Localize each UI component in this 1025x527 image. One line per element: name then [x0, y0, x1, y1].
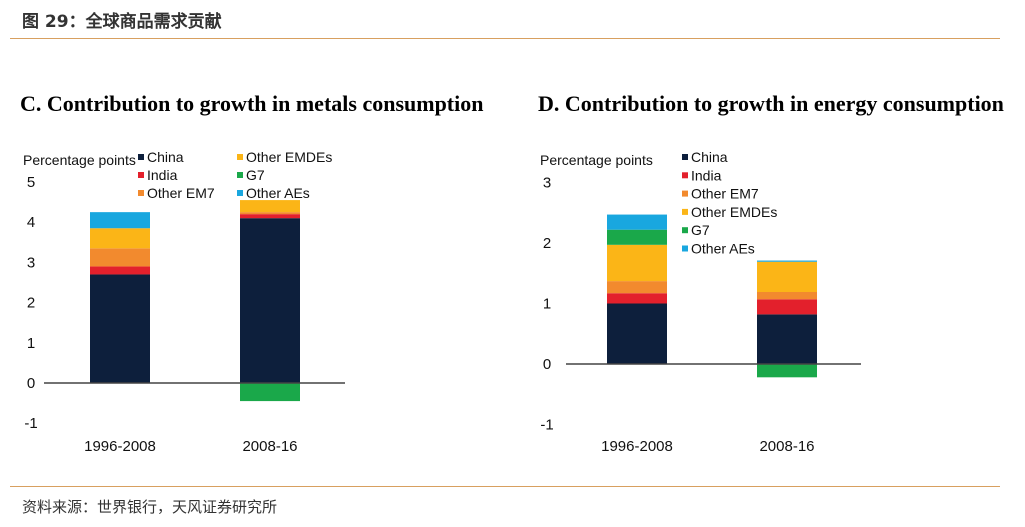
metals-y-tick-label: 3 [27, 254, 35, 271]
metals-legend-swatch-china [138, 154, 144, 160]
metals-bar-other-em7-2 [240, 212, 300, 215]
energy-y-tick-label: -1 [540, 417, 553, 434]
metals-bar-g7-2 [240, 383, 300, 402]
metals-bar-other-aes-1 [90, 212, 150, 229]
metals-bar-other-em7-1 [90, 248, 150, 267]
metals-y-tick-label: -1 [24, 415, 37, 432]
metals-legend-label-china: China [147, 149, 184, 165]
metals-y-tick-label: 2 [27, 295, 35, 312]
metals-legend-swatch-other-aes [237, 190, 243, 196]
metals-bar-china-1 [90, 274, 150, 383]
source-note: 资料来源：世界银行，天风证券研究所 [22, 498, 278, 516]
energy-bar-other-emdes-2 [757, 261, 817, 293]
metals-x-tick-label: 2008-16 [242, 438, 297, 455]
metals-legend-swatch-other-em7 [138, 190, 144, 196]
energy-y-axis-label: Percentage points [540, 152, 653, 168]
energy-legend-label-other-aes: Other AEs [691, 241, 755, 257]
metals-legend-swatch-india [138, 172, 144, 178]
metals-legend-label-india: India [147, 167, 178, 183]
energy-legend-swatch-india [682, 172, 688, 179]
figure-title: 图 29：全球商品需求贡献 [22, 12, 222, 32]
metals-y-tick-label: 1 [27, 335, 35, 352]
energy-legend-swatch-china [682, 154, 688, 160]
metals-y-tick-label: 5 [27, 174, 35, 191]
metals-legend-label-other-emdes: Other EMDEs [246, 149, 332, 165]
energy-legend-label-other-emdes: Other EMDEs [691, 204, 777, 220]
energy-bar-india-1 [607, 293, 667, 304]
energy-y-tick-label: 0 [543, 356, 551, 373]
metals-chart-title: C. Contribution to growth in metals cons… [20, 91, 484, 116]
energy-bar-china-1 [607, 303, 667, 364]
metals-bar-other-emdes-2 [240, 200, 300, 213]
metals-x-tick-label: 1996-2008 [84, 438, 156, 455]
energy-bar-other-em7-1 [607, 281, 667, 294]
energy-bar-india-2 [757, 299, 817, 315]
metals-legend-label-other-em7: Other EM7 [147, 185, 215, 201]
metals-legend-swatch-other-emdes [237, 154, 243, 160]
metals-y-tick-label: 4 [27, 214, 35, 231]
energy-legend-swatch-other-emdes [682, 208, 688, 215]
metals-bar-china-2 [240, 218, 300, 383]
energy-bar-g7-1 [607, 229, 667, 245]
energy-bar-other-aes-1 [607, 214, 667, 230]
energy-bar-g7-2 [757, 364, 817, 378]
footer-divider [10, 486, 1000, 487]
header-divider [10, 38, 1000, 39]
energy-legend-label-china: China [691, 149, 728, 165]
energy-y-tick-label: 1 [543, 296, 551, 313]
energy-legend-label-other-em7: Other EM7 [691, 186, 759, 202]
energy-bar-china-2 [757, 314, 817, 364]
metals-bar-india-1 [90, 266, 150, 275]
energy-x-tick-label: 1996-2008 [601, 438, 673, 455]
energy-legend-label-india: India [691, 167, 722, 183]
energy-bar-other-aes-2 [757, 260, 817, 262]
metals-legend-label-other-aes: Other AEs [246, 185, 310, 201]
metals-bar-other-emdes-1 [90, 228, 150, 249]
energy-y-tick-label: 3 [543, 175, 551, 192]
energy-legend-swatch-other-em7 [682, 190, 688, 197]
metals-y-tick-label: 0 [27, 375, 35, 392]
metals-legend-swatch-g7 [237, 172, 243, 178]
energy-chart-title: D. Contribution to growth in energy cons… [538, 91, 1004, 116]
energy-legend-swatch-g7 [682, 227, 688, 234]
energy-legend-label-g7: G7 [691, 222, 710, 238]
metals-legend-label-g7: G7 [246, 167, 265, 183]
energy-x-tick-label: 2008-16 [759, 438, 814, 455]
energy-bar-other-em7-2 [757, 292, 817, 300]
metals-y-axis-label: Percentage points [23, 152, 136, 168]
energy-bar-other-emdes-1 [607, 244, 667, 282]
energy-y-tick-label: 2 [543, 235, 551, 252]
metals-bar-india-2 [240, 214, 300, 219]
energy-legend-swatch-other-aes [682, 245, 688, 252]
